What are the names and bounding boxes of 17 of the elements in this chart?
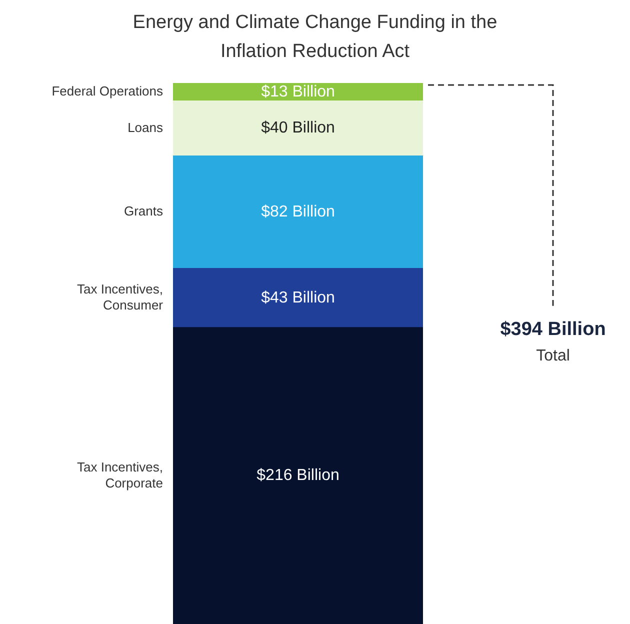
data-label: $216 Billion (256, 467, 340, 484)
text: $394 Billion (500, 319, 606, 340)
series-label: Loans (128, 120, 164, 135)
data-label: $40 Billion (261, 120, 335, 137)
series-label: Grants (124, 204, 164, 219)
bar (173, 327, 423, 624)
series-label: Tax Incentives, Consumer (77, 281, 164, 312)
bar (173, 100, 423, 156)
data-label: $13 Billion (261, 83, 335, 100)
text: Total (536, 347, 570, 364)
series-label: Tax Incentives, Corporate (77, 459, 163, 490)
bar (173, 268, 423, 328)
data-label: $82 Billion (261, 203, 335, 220)
series-label: Federal Operations (52, 84, 164, 99)
data-label: $43 Billion (261, 289, 335, 306)
chart-title: Energy and Climate Change Funding in the Inflation Reduction Act (132, 11, 498, 64)
bar (173, 155, 423, 269)
